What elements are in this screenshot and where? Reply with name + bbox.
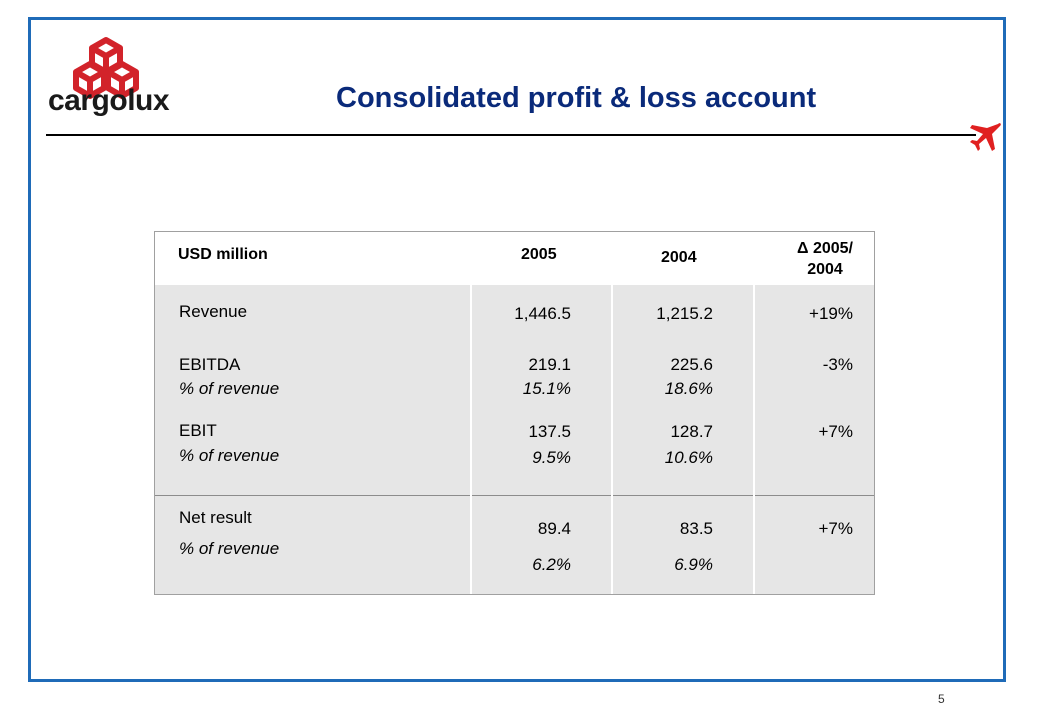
header-delta-line1: Δ 2005/ xyxy=(797,240,853,257)
ebit-pct-2004: 10.6% xyxy=(664,448,713,467)
title-rule xyxy=(46,134,976,136)
col-divider xyxy=(753,285,755,594)
net-pct-label: % of revenue xyxy=(179,539,280,558)
revenue-delta: +19% xyxy=(809,304,853,323)
col-divider xyxy=(611,285,613,594)
ebit-2004: 128.7 xyxy=(670,422,713,441)
ebit-delta: +7% xyxy=(818,422,854,441)
revenue-2005: 1,446.5 xyxy=(514,304,571,323)
header-2004: 2004 xyxy=(661,249,697,266)
header-2005: 2005 xyxy=(521,246,557,263)
net-2004: 83.5 xyxy=(679,519,713,538)
ebitda-2005: 219.1 xyxy=(528,355,571,374)
header-delta-line2: 2004 xyxy=(807,261,843,278)
ebitda-delta: -3% xyxy=(822,355,853,374)
revenue-2004: 1,215.2 xyxy=(656,304,713,323)
col-divider xyxy=(470,285,472,594)
net-2005: 89.4 xyxy=(537,519,571,538)
row-label-revenue: Revenue xyxy=(179,302,248,321)
airplane-icon xyxy=(970,123,1001,151)
ebitda-pct-2005: 15.1% xyxy=(522,379,571,398)
row-label-ebit: EBIT xyxy=(179,421,217,440)
ebit-pct-label: % of revenue xyxy=(179,446,280,465)
ebit-2005: 137.5 xyxy=(528,422,571,441)
net-pct-2004: 6.9% xyxy=(674,555,713,574)
slide-frame xyxy=(28,17,1006,682)
brand-name: cargolux xyxy=(48,84,170,117)
cargolux-logo-icon xyxy=(73,37,139,99)
pnl-table: USD million 2005 2004 Δ 2005/ 2004 Reven… xyxy=(154,231,875,595)
ebitda-pct-2004: 18.6% xyxy=(664,379,713,398)
page-number: 5 xyxy=(938,692,945,706)
ebit-pct-2005: 9.5% xyxy=(532,448,571,467)
net-pct-2005: 6.2% xyxy=(532,555,571,574)
net-separator xyxy=(155,495,874,496)
ebitda-2004: 225.6 xyxy=(670,355,713,374)
header-label: USD million xyxy=(178,246,268,263)
row-label-net-result: Net result xyxy=(179,508,252,527)
net-delta: +7% xyxy=(818,519,854,538)
page-title: Consolidated profit & loss account xyxy=(336,82,817,114)
row-label-ebitda: EBITDA xyxy=(179,355,241,374)
ebitda-pct-label: % of revenue xyxy=(179,379,280,398)
